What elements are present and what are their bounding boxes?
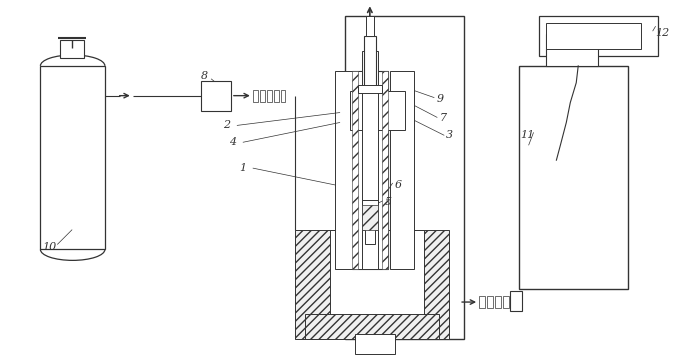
Text: 7: 7 — [439, 113, 447, 123]
Polygon shape — [479, 296, 485, 308]
Bar — [352, 71, 388, 269]
Bar — [519, 66, 628, 289]
Text: 10: 10 — [43, 243, 57, 252]
Text: 5: 5 — [384, 197, 392, 207]
Bar — [364, 36, 376, 91]
Text: 4: 4 — [229, 137, 236, 147]
Bar — [345, 16, 464, 339]
Bar — [389, 71, 415, 269]
Bar — [365, 227, 375, 244]
Bar — [60, 40, 84, 58]
Bar — [547, 23, 641, 49]
Text: 2: 2 — [223, 121, 230, 130]
Polygon shape — [495, 296, 500, 308]
Polygon shape — [382, 71, 388, 269]
Text: 3: 3 — [446, 130, 454, 140]
Bar — [201, 81, 231, 111]
Bar — [538, 16, 658, 56]
Polygon shape — [340, 91, 415, 130]
Polygon shape — [296, 230, 449, 339]
Bar — [41, 66, 105, 249]
Polygon shape — [280, 90, 285, 102]
Polygon shape — [305, 314, 439, 339]
Bar — [362, 51, 377, 269]
Polygon shape — [266, 90, 272, 102]
Polygon shape — [352, 71, 358, 269]
Polygon shape — [362, 205, 377, 230]
Bar — [330, 230, 424, 339]
Text: 8: 8 — [201, 71, 208, 81]
Bar — [358, 85, 382, 93]
Text: 12: 12 — [656, 28, 670, 38]
Bar — [547, 34, 598, 66]
Text: 1: 1 — [239, 163, 246, 173]
Bar — [335, 71, 365, 269]
Bar — [355, 334, 395, 354]
Text: 9: 9 — [436, 94, 443, 104]
Polygon shape — [260, 90, 265, 102]
Bar — [350, 91, 405, 130]
Polygon shape — [253, 90, 258, 102]
Bar — [366, 16, 374, 36]
Bar — [510, 291, 521, 311]
Polygon shape — [273, 90, 279, 102]
Bar — [362, 200, 377, 230]
Polygon shape — [487, 296, 493, 308]
Text: 6: 6 — [395, 180, 402, 190]
Polygon shape — [503, 296, 509, 308]
Text: 11: 11 — [521, 130, 535, 140]
